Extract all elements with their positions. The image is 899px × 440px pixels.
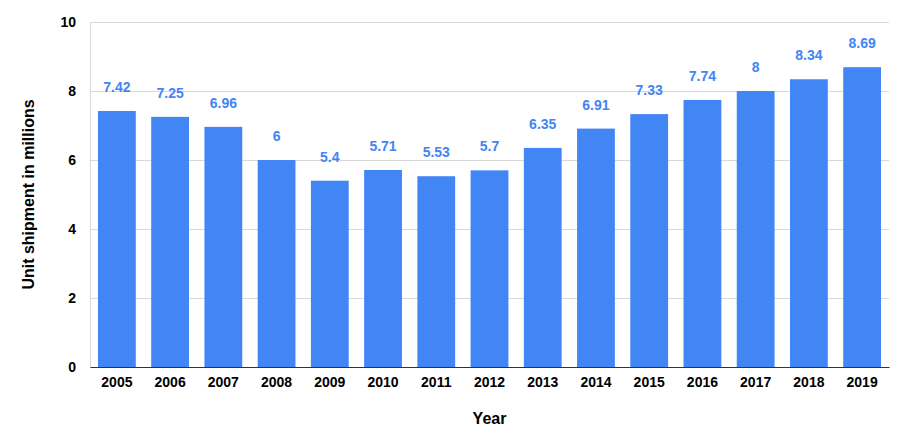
x-tick: 2016 bbox=[687, 367, 718, 390]
x-tick: 2007 bbox=[208, 367, 239, 390]
bar bbox=[98, 111, 136, 367]
x-tick: 2013 bbox=[527, 367, 558, 390]
data-label: 5.71 bbox=[369, 138, 396, 154]
x-tick-label: 2019 bbox=[847, 374, 878, 390]
data-label: 8 bbox=[752, 59, 760, 75]
x-tick: 2006 bbox=[155, 367, 186, 390]
data-label: 7.25 bbox=[156, 85, 183, 101]
x-tick: 2018 bbox=[793, 367, 824, 390]
data-label: 5.7 bbox=[480, 138, 500, 154]
x-tick: 2012 bbox=[474, 367, 505, 390]
bar bbox=[737, 91, 775, 367]
data-label: 6.35 bbox=[529, 116, 556, 132]
data-label: 7.33 bbox=[636, 82, 663, 98]
y-tick-label: 2 bbox=[68, 290, 76, 306]
x-tick: 2005 bbox=[101, 367, 132, 390]
bar bbox=[471, 170, 509, 367]
y-tick: 10 bbox=[60, 14, 90, 30]
x-tick: 2017 bbox=[740, 367, 771, 390]
bar bbox=[151, 117, 189, 367]
data-label: 6.91 bbox=[582, 97, 609, 113]
y-tick-label: 6 bbox=[68, 152, 76, 168]
x-tick: 2019 bbox=[847, 367, 878, 390]
x-axis-title: Year bbox=[473, 410, 507, 427]
data-label: 6 bbox=[273, 128, 281, 144]
y-axis-title: Unit shipment in millions bbox=[20, 99, 37, 289]
y-tick: 4 bbox=[68, 221, 90, 237]
y-tick-label: 8 bbox=[68, 83, 76, 99]
x-tick-label: 2015 bbox=[634, 374, 665, 390]
y-tick: 8 bbox=[68, 83, 90, 99]
x-tick-label: 2006 bbox=[155, 374, 186, 390]
x-tick: 2014 bbox=[580, 367, 611, 390]
data-label: 8.34 bbox=[795, 47, 822, 63]
data-labels: 7.42 7.25 6.96 6 5.4 5.71 5.53 5.7 6.35 6.91 7.33 7… bbox=[103, 35, 876, 165]
y-tick: 0 bbox=[68, 359, 90, 375]
y-tick: 6 bbox=[68, 152, 90, 168]
y-tick-label: 10 bbox=[60, 14, 76, 30]
data-label: 6.96 bbox=[210, 95, 237, 111]
bar bbox=[364, 170, 402, 367]
x-tick-label: 2011 bbox=[421, 374, 452, 390]
y-axis-line bbox=[90, 23, 91, 368]
x-tick-label: 2016 bbox=[687, 374, 718, 390]
bar bbox=[311, 181, 349, 367]
bar bbox=[258, 160, 296, 367]
bar bbox=[790, 79, 828, 367]
bar bbox=[524, 148, 562, 367]
x-tick: 2010 bbox=[367, 367, 398, 390]
x-tick: 2011 bbox=[421, 367, 452, 390]
bar bbox=[684, 100, 722, 367]
x-axis: 2005 2006 2007 2008 2009 2010 2011 2012 2013 2014… bbox=[91, 367, 890, 390]
grid-line bbox=[90, 22, 889, 23]
bar bbox=[577, 129, 615, 367]
x-tick-label: 2007 bbox=[208, 374, 239, 390]
data-label: 5.4 bbox=[320, 149, 340, 165]
data-label: 7.42 bbox=[103, 79, 130, 95]
y-axis: 0 2 4 6 8 10 bbox=[60, 14, 90, 375]
x-tick: 2009 bbox=[314, 367, 345, 390]
y-tick-label: 4 bbox=[68, 221, 76, 237]
x-tick-label: 2014 bbox=[580, 374, 611, 390]
grid bbox=[90, 22, 889, 367]
data-label: 7.74 bbox=[689, 68, 716, 84]
y-tick-label: 0 bbox=[68, 359, 76, 375]
x-tick: 2008 bbox=[261, 367, 292, 390]
chart: 0246810200520062007200820092010201120122… bbox=[0, 0, 899, 440]
x-tick-label: 2005 bbox=[101, 374, 132, 390]
x-tick-label: 2009 bbox=[314, 374, 345, 390]
bar bbox=[417, 176, 455, 367]
bar bbox=[843, 67, 881, 367]
x-tick-label: 2010 bbox=[367, 374, 398, 390]
x-tick: 2015 bbox=[634, 367, 665, 390]
data-label: 5.53 bbox=[423, 144, 450, 160]
bars bbox=[98, 67, 881, 367]
x-tick-label: 2012 bbox=[474, 374, 505, 390]
x-tick-label: 2008 bbox=[261, 374, 292, 390]
x-tick-label: 2013 bbox=[527, 374, 558, 390]
data-label: 8.69 bbox=[848, 35, 875, 51]
y-tick: 2 bbox=[68, 290, 90, 306]
bar bbox=[204, 127, 242, 367]
bar bbox=[630, 114, 668, 367]
x-tick-label: 2018 bbox=[793, 374, 824, 390]
x-tick-label: 2017 bbox=[740, 374, 771, 390]
x-axis-line bbox=[91, 367, 890, 368]
